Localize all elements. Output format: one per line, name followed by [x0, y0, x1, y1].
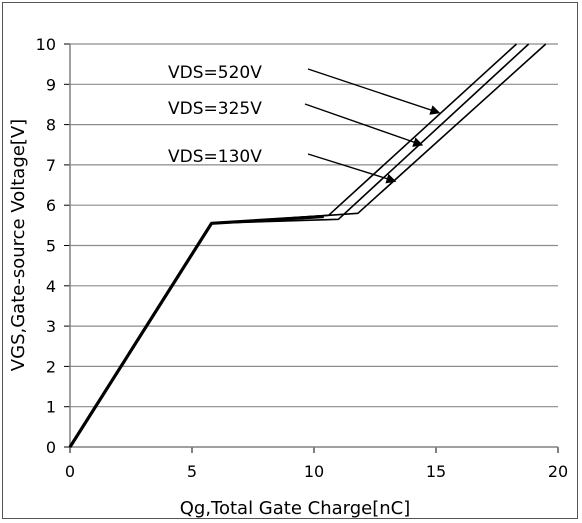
y-tick-label-10: 10 — [36, 35, 56, 54]
series-lines — [68, 43, 547, 448]
y-tick-label-1: 1 — [46, 398, 56, 417]
grid-lines — [70, 43, 558, 408]
x-tick-label-10: 10 — [304, 462, 324, 481]
annotation-label-vds-130v: VDS=130V — [168, 147, 262, 167]
annotation-arrow-vds-325v — [304, 103, 424, 147]
y-tick-label-8: 8 — [46, 116, 56, 135]
annotation-label-vds-325v: VDS=325V — [168, 99, 262, 119]
annotation-arrow-vds-520v — [307, 68, 441, 115]
y-tick-labels: 0 1 2 3 4 5 6 7 8 9 10 — [36, 35, 56, 457]
axes — [64, 43, 559, 453]
series-overlap-segment — [68, 214, 324, 448]
y-tick-label-5: 5 — [46, 237, 56, 256]
annotation-arrow-vds-130v — [307, 153, 397, 184]
x-tick-label-5: 5 — [187, 462, 197, 481]
x-tick-label-0: 0 — [65, 462, 75, 481]
x-tick-label-20: 20 — [548, 462, 568, 481]
y-axis-label: VGS,Gate-source Voltage[V] — [8, 119, 29, 371]
y-tick-label-6: 6 — [46, 196, 56, 215]
y-tick-label-7: 7 — [46, 156, 56, 175]
y-tick-label-4: 4 — [46, 277, 56, 296]
x-tick-labels: 0 5 10 15 20 — [65, 462, 568, 481]
y-tick-label-2: 2 — [46, 357, 56, 376]
y-tick-label-3: 3 — [46, 317, 56, 336]
y-tick-label-9: 9 — [46, 75, 56, 94]
annotation-label-vds-520v: VDS=520V — [168, 63, 262, 83]
y-tick-label-0: 0 — [46, 438, 56, 457]
annotations: VDS=520V VDS=325V VDS=130V — [168, 63, 441, 184]
chart-frame — [2, 2, 578, 519]
x-tick-label-15: 15 — [426, 462, 446, 481]
x-axis-label: Qg,Total Gate Charge[nC] — [180, 498, 411, 519]
